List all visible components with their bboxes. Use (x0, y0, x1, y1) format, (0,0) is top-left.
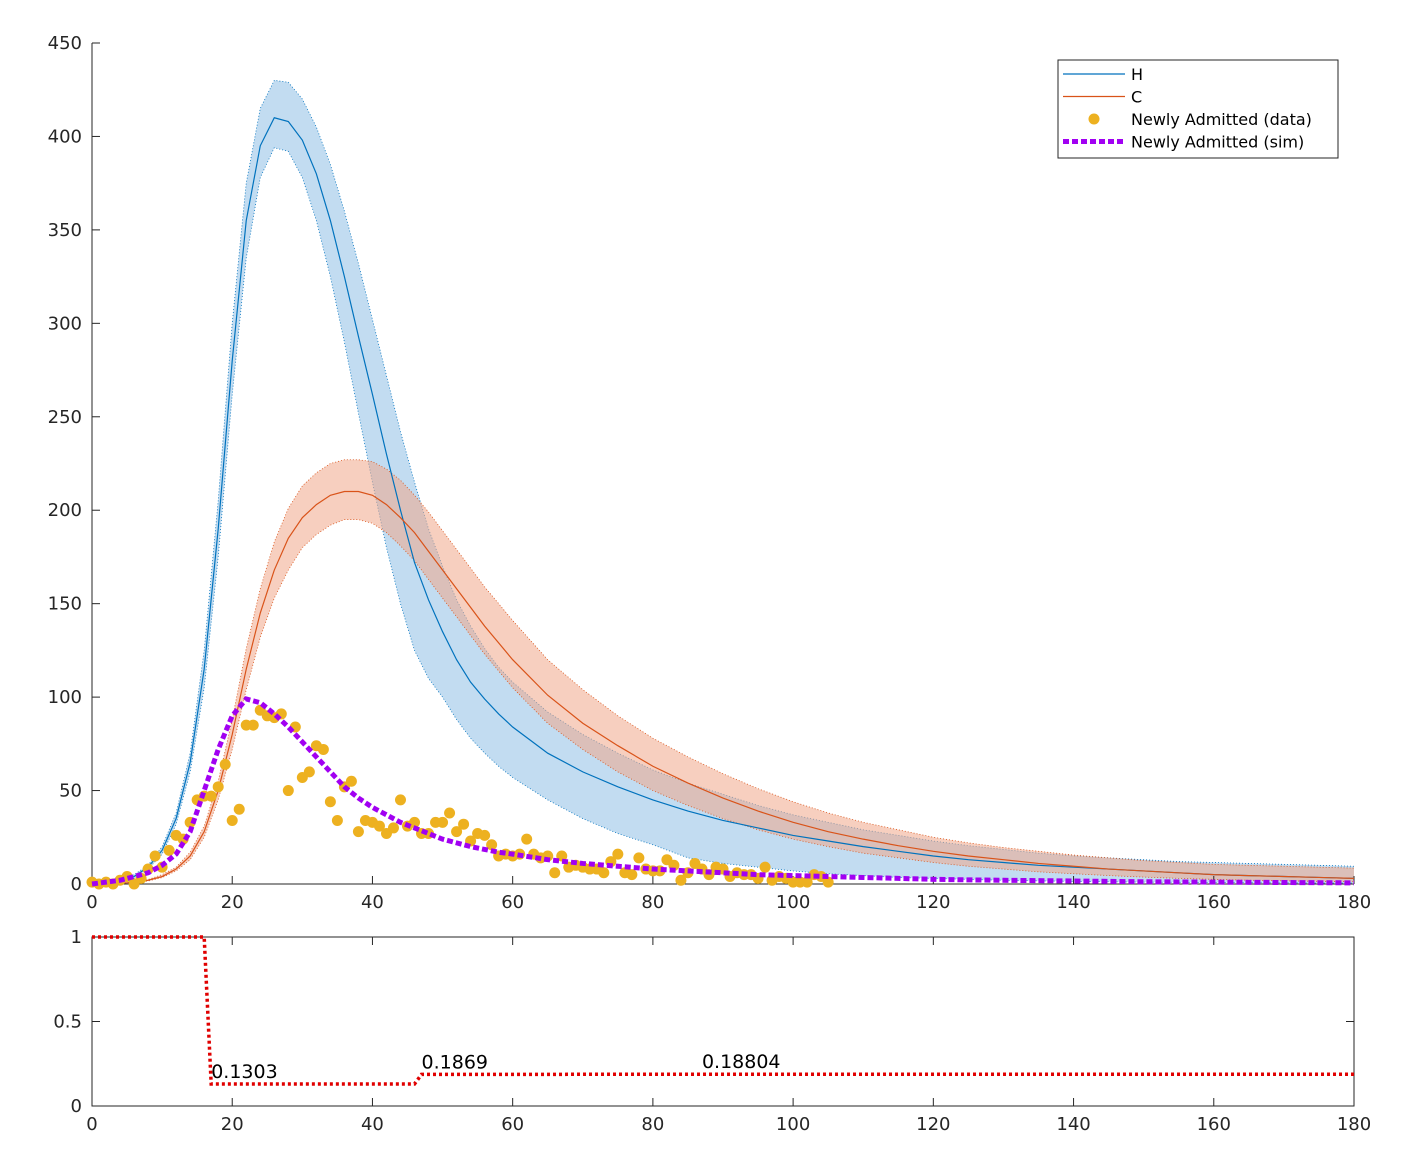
x-tick-label: 60 (501, 892, 524, 913)
data-point (205, 790, 217, 802)
data-point (486, 839, 498, 851)
data-point (626, 869, 638, 881)
line (91, 696, 1355, 887)
x-tick-label: 20 (221, 892, 244, 913)
data-point (394, 794, 406, 806)
line (92, 935, 1354, 1086)
data-point (458, 818, 470, 830)
legend-label: Newly Admitted (sim) (1131, 133, 1304, 152)
y-tick-label: 350 (48, 220, 82, 241)
x-tick-label: 100 (776, 1114, 810, 1135)
data-point (437, 816, 449, 828)
x-tick-label: 0 (86, 892, 97, 913)
x-tick-label: 80 (641, 892, 664, 913)
y-tick-label: 0 (71, 874, 82, 895)
legend-label: Newly Admitted (data) (1131, 110, 1312, 129)
x-tick-label: 40 (361, 1114, 384, 1135)
band-upper-edge (92, 459, 1355, 885)
data-point (759, 861, 771, 873)
annotation: 0.18804 (702, 1051, 781, 1073)
y-tick-label: 400 (48, 126, 82, 147)
band-upper-edge (91, 79, 1355, 885)
data-point (409, 816, 421, 828)
x-tick-label: 100 (776, 892, 810, 913)
x-tick-label: 60 (501, 1114, 524, 1135)
legend-label: C (1131, 88, 1142, 107)
y-tick-label: 250 (48, 407, 82, 428)
y-tick-label: 300 (48, 313, 82, 334)
data-point (226, 814, 238, 826)
data-point (612, 848, 624, 860)
data-point (444, 807, 456, 819)
data-point (801, 876, 813, 888)
data-point (479, 829, 491, 841)
y-tick-label: 450 (48, 33, 82, 54)
data-point (324, 796, 336, 808)
x-tick-label: 160 (1197, 892, 1231, 913)
annotation: 0.1303 (211, 1061, 277, 1083)
data-point (345, 775, 357, 787)
x-tick-label: 180 (1337, 892, 1371, 913)
data-point (373, 820, 385, 832)
data-point (633, 852, 645, 864)
legend-marker (1088, 113, 1100, 125)
data-point (317, 743, 329, 755)
band (92, 459, 1354, 884)
legend: HC Newly Admitted (data) Newly Admitted (s… (1057, 59, 1339, 159)
data-point (233, 803, 245, 815)
x-tick-label: 0 (86, 1114, 97, 1135)
x-tick-label: 120 (916, 892, 950, 913)
data-point (598, 867, 610, 879)
x-tick-label: 120 (916, 1114, 950, 1135)
axes-box (91, 936, 1355, 1107)
y-tick-label: 200 (48, 500, 82, 521)
data-point (247, 719, 259, 731)
y-tick-label: 50 (59, 781, 82, 802)
axes: 0 20 40 60 80 100 120 140 160 180 0 0.5 1 0.1303 0.186… (53, 927, 1371, 1135)
y-tick-label: 0 (71, 1096, 82, 1117)
data-point (675, 874, 687, 886)
x-tick-label: 80 (641, 1114, 664, 1135)
data-point (549, 867, 561, 879)
x-tick-label: 180 (1337, 1114, 1371, 1135)
x-tick-label: 140 (1056, 892, 1090, 913)
data-point (303, 766, 315, 778)
y-tick-label: 100 (48, 687, 82, 708)
x-tick-label: 20 (221, 1114, 244, 1135)
axes: 0 20 40 60 80 100 120 140 160 180 0 50 100 150 200 250 3… (48, 33, 1372, 913)
data-point (212, 781, 224, 793)
data-point (163, 844, 175, 856)
x-tick-label: 40 (361, 892, 384, 913)
data-point (352, 826, 364, 838)
band (92, 80, 1354, 884)
data-point (331, 814, 343, 826)
y-tick-label: 0.5 (53, 1012, 82, 1033)
data-point (387, 822, 399, 834)
data-point (282, 785, 294, 797)
data-point (451, 826, 463, 838)
legend-label: H (1131, 65, 1143, 84)
data-point (149, 850, 161, 862)
y-tick-label: 150 (48, 594, 82, 615)
x-tick-label: 160 (1197, 1114, 1231, 1135)
data-point (521, 833, 533, 845)
line (91, 117, 1355, 885)
annotation: 0.1869 (422, 1051, 488, 1073)
data-point (822, 876, 834, 888)
data-point (219, 758, 231, 770)
y-tick-label: 1 (71, 927, 82, 948)
x-tick-label: 140 (1056, 1114, 1090, 1135)
